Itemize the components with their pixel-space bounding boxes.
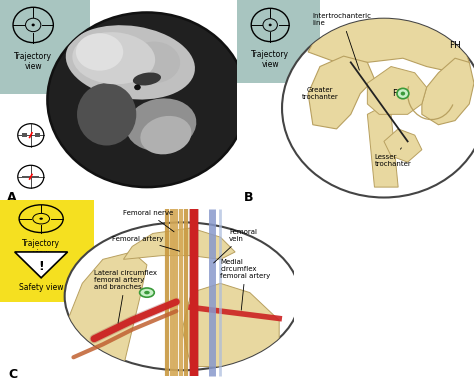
- Polygon shape: [367, 108, 398, 187]
- Circle shape: [47, 12, 246, 187]
- Polygon shape: [147, 289, 191, 330]
- Text: Trajectory
view: Trajectory view: [251, 50, 289, 69]
- Circle shape: [135, 85, 140, 90]
- Circle shape: [139, 288, 155, 297]
- Circle shape: [269, 23, 272, 26]
- Text: B: B: [244, 191, 254, 204]
- Ellipse shape: [128, 42, 180, 83]
- Polygon shape: [422, 58, 474, 125]
- Text: !: !: [38, 260, 44, 273]
- FancyBboxPatch shape: [237, 0, 320, 83]
- Circle shape: [397, 89, 409, 99]
- Ellipse shape: [126, 99, 196, 151]
- Text: FH: FH: [449, 41, 461, 50]
- Polygon shape: [68, 252, 147, 367]
- Text: Intertrochanteric
line: Intertrochanteric line: [313, 13, 372, 70]
- FancyBboxPatch shape: [0, 0, 90, 94]
- Text: Femoral nerve: Femoral nerve: [123, 210, 174, 232]
- Polygon shape: [308, 56, 374, 129]
- Circle shape: [282, 19, 474, 198]
- Circle shape: [39, 218, 43, 220]
- Text: Femoral artery: Femoral artery: [112, 236, 180, 251]
- Text: Trajectory
view: Trajectory view: [22, 239, 60, 258]
- Ellipse shape: [140, 116, 191, 154]
- Ellipse shape: [76, 33, 123, 71]
- Circle shape: [64, 223, 300, 370]
- Text: Lesser
trochanter: Lesser trochanter: [374, 148, 411, 167]
- Text: Femoral
vein: Femoral vein: [214, 229, 257, 263]
- Text: Greater
trochanter: Greater trochanter: [301, 87, 338, 100]
- Ellipse shape: [77, 83, 137, 146]
- Circle shape: [32, 23, 35, 26]
- Text: C: C: [9, 368, 18, 381]
- Ellipse shape: [133, 72, 161, 85]
- Text: A: A: [7, 191, 17, 204]
- Polygon shape: [15, 252, 68, 278]
- Text: Trajectory
view: Trajectory view: [14, 52, 52, 71]
- Polygon shape: [123, 228, 235, 259]
- Polygon shape: [367, 67, 427, 114]
- Bar: [22, 134, 27, 137]
- Circle shape: [401, 92, 405, 95]
- Bar: [35, 134, 40, 137]
- FancyBboxPatch shape: [0, 200, 94, 302]
- Ellipse shape: [66, 25, 195, 100]
- Polygon shape: [384, 129, 422, 162]
- Circle shape: [144, 291, 150, 295]
- Bar: [22, 176, 39, 177]
- Polygon shape: [182, 283, 279, 367]
- Text: Safety view: Safety view: [19, 283, 64, 292]
- Text: Medial
circumflex
femoral artery: Medial circumflex femoral artery: [220, 259, 271, 310]
- Text: Lateral circumflex
femoral artery
and branches: Lateral circumflex femoral artery and br…: [94, 270, 157, 323]
- Text: FN: FN: [392, 89, 404, 98]
- Ellipse shape: [73, 32, 155, 84]
- Polygon shape: [308, 10, 469, 73]
